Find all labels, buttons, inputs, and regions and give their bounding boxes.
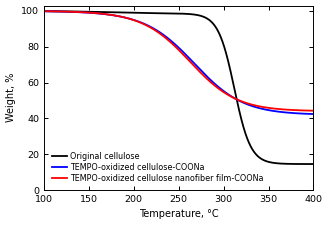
Original cellulose xyxy=(89,10,93,13)
TEMPO-oxidized cellulose nanofiber film-COONa xyxy=(145,25,149,27)
Original cellulose xyxy=(306,163,310,165)
TEMPO-oxidized cellulose nanofiber film-COONa xyxy=(277,108,281,110)
Legend: Original cellulose, TEMPO-oxidized cellulose-COONa, TEMPO-oxidized cellulose nan: Original cellulose, TEMPO-oxidized cellu… xyxy=(51,150,265,184)
TEMPO-oxidized cellulose nanofiber film-COONa xyxy=(157,32,161,34)
TEMPO-oxidized cellulose nanofiber film-COONa xyxy=(89,11,93,14)
TEMPO-oxidized cellulose-COONa xyxy=(157,30,161,33)
TEMPO-oxidized cellulose nanofiber film-COONa xyxy=(312,109,316,112)
TEMPO-oxidized cellulose-COONa xyxy=(145,24,149,27)
Original cellulose xyxy=(277,162,281,165)
TEMPO-oxidized cellulose-COONa xyxy=(73,11,77,13)
Original cellulose xyxy=(312,163,316,165)
Line: Original cellulose: Original cellulose xyxy=(44,11,314,164)
X-axis label: Temperature, °C: Temperature, °C xyxy=(139,209,218,219)
TEMPO-oxidized cellulose-COONa xyxy=(42,10,46,13)
TEMPO-oxidized cellulose nanofiber film-COONa xyxy=(306,109,310,112)
TEMPO-oxidized cellulose-COONa xyxy=(89,11,93,14)
Y-axis label: Weight, %: Weight, % xyxy=(6,73,15,122)
TEMPO-oxidized cellulose nanofiber film-COONa xyxy=(42,10,46,13)
Original cellulose xyxy=(73,10,77,13)
TEMPO-oxidized cellulose nanofiber film-COONa xyxy=(73,11,77,13)
Line: TEMPO-oxidized cellulose nanofiber film-COONa: TEMPO-oxidized cellulose nanofiber film-… xyxy=(44,11,314,111)
Line: TEMPO-oxidized cellulose-COONa: TEMPO-oxidized cellulose-COONa xyxy=(44,11,314,114)
Original cellulose xyxy=(42,10,46,12)
TEMPO-oxidized cellulose-COONa xyxy=(277,110,281,113)
TEMPO-oxidized cellulose-COONa xyxy=(306,112,310,115)
TEMPO-oxidized cellulose-COONa xyxy=(312,113,316,115)
Original cellulose xyxy=(145,12,149,14)
Original cellulose xyxy=(157,12,161,15)
